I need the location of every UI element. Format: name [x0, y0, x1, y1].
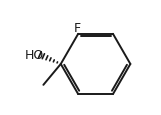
Text: F: F — [73, 22, 81, 35]
Text: HO: HO — [25, 48, 44, 61]
